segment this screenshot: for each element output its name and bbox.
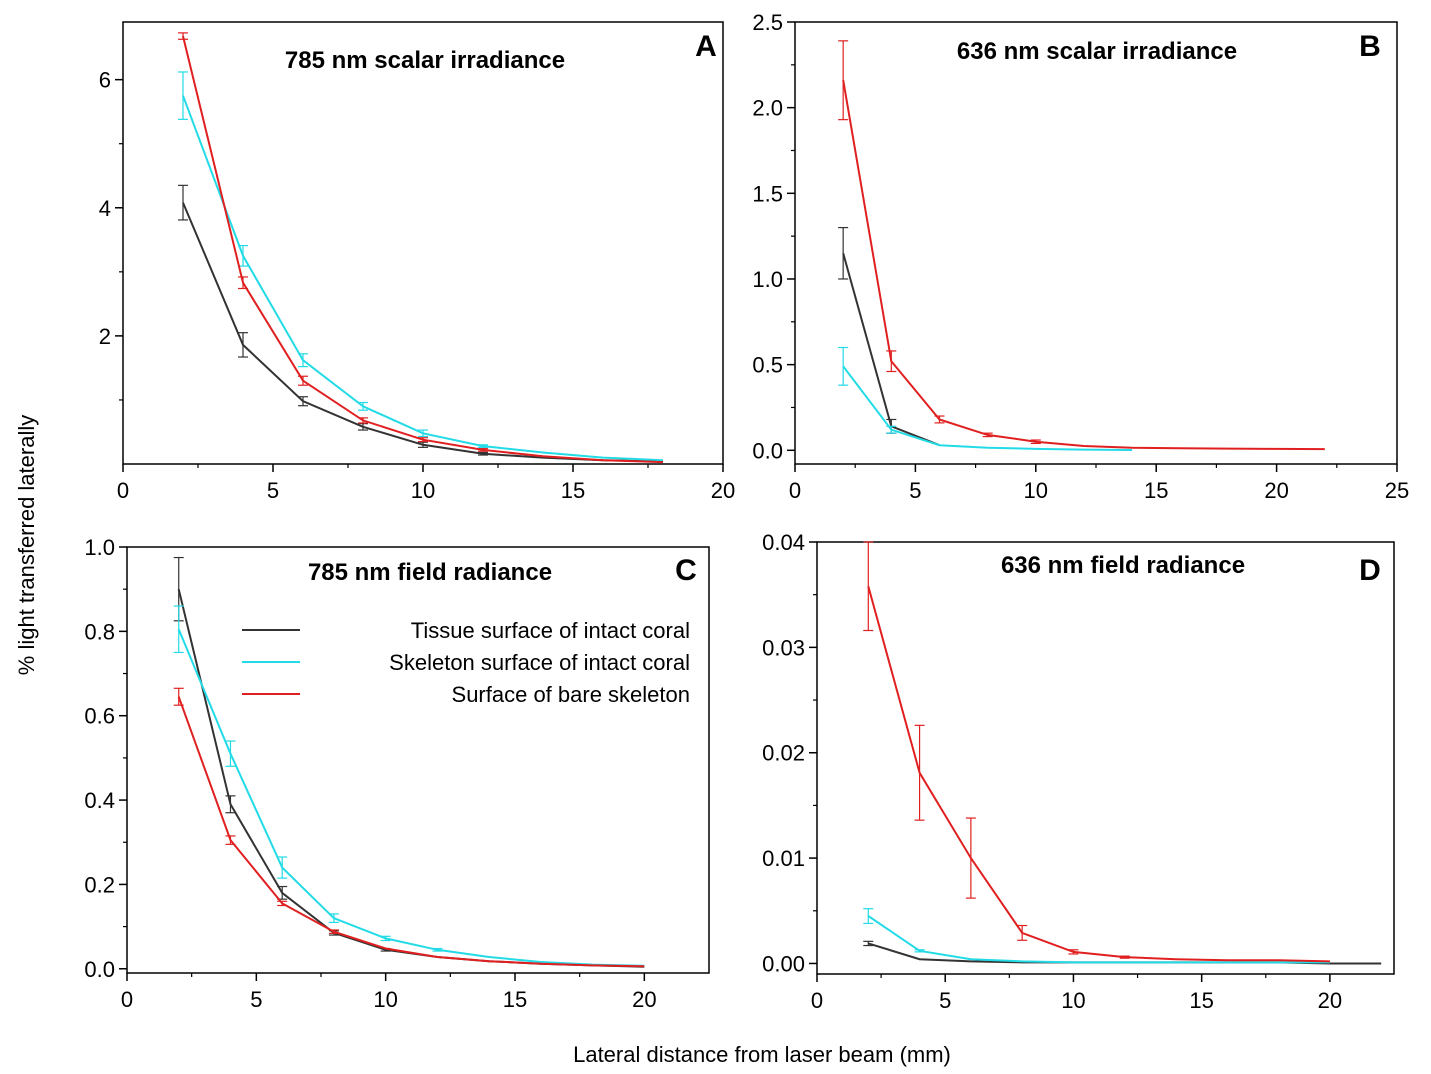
x-tick-label: 15 xyxy=(1144,478,1168,503)
y-tick-label: 1.0 xyxy=(752,267,783,292)
series-line-bare xyxy=(177,696,645,968)
y-tick-label: 1.5 xyxy=(752,181,783,206)
panel-b: 0 5 10 15 20 25 0.0 0.5 1.0 1.5 2.0 2.5 636 nm scala… xyxy=(752,10,1409,503)
x-tick-label: 15 xyxy=(503,987,527,1012)
panel-title-a: 785 nm scalar irradiance xyxy=(285,47,565,74)
series-line-skeleton-intact xyxy=(182,95,664,462)
panel-title-d: 636 nm field radiance xyxy=(1001,552,1245,579)
series-line-tissue xyxy=(842,253,940,447)
x-tick-label: 5 xyxy=(267,478,279,503)
series-line-bare xyxy=(867,586,1330,963)
x-axis-title: Lateral distance from laser beam (mm) xyxy=(573,1042,951,1067)
y-tick-label: 0.0 xyxy=(752,438,783,463)
x-tick-label: 0 xyxy=(117,478,129,503)
panel-a: 0 5 10 15 20 2 4 6 785 nm scalar irradiance A xyxy=(99,21,735,503)
y-axis-title: % light transferred laterally xyxy=(14,415,39,675)
panel-title-b: 636 nm scalar irradiance xyxy=(957,38,1237,65)
panel-letter-d: D xyxy=(1359,554,1381,587)
x-tick-label: 25 xyxy=(1385,478,1409,503)
y-tick-label: 4 xyxy=(99,196,111,221)
panel-letter-b: B xyxy=(1359,30,1381,63)
x-tick-label: 5 xyxy=(909,478,921,503)
y-tick-label: 0.8 xyxy=(84,619,115,644)
x-tick-label: 5 xyxy=(939,988,951,1013)
y-tick-label: 1.0 xyxy=(84,535,115,560)
plot-frame-d xyxy=(816,541,1395,975)
x-tick-label: 0 xyxy=(121,987,133,1012)
y-tick-label: 0.6 xyxy=(84,704,115,729)
legend-label-tissue: Tissue surface of intact coral xyxy=(411,618,690,643)
y-tick-label: 0.4 xyxy=(84,788,115,813)
y-tick-label: 2.0 xyxy=(752,96,783,121)
x-tick-label: 10 xyxy=(373,987,397,1012)
x-tick-label: 10 xyxy=(1061,988,1085,1013)
legend: Tissue surface of intact coral Skeleton … xyxy=(242,618,690,707)
x-tick-label: 20 xyxy=(711,478,735,503)
series-line-skeleton-intact xyxy=(867,915,1330,964)
y-tick-label: 0.2 xyxy=(84,872,115,897)
y-tick-label: 2 xyxy=(99,324,111,349)
x-tick-label: 0 xyxy=(811,988,823,1013)
series-line-skeleton-intact xyxy=(177,628,645,967)
panel-letter-c: C xyxy=(675,554,697,587)
series-line-tissue xyxy=(182,202,664,463)
series-line-bare xyxy=(182,35,664,464)
panel-d: 0 5 10 15 20 0.00 0.01 0.02 0.03 0.04 636 nm field… xyxy=(762,530,1395,1013)
y-tick-label: 0.00 xyxy=(762,951,805,976)
y-tick-label: 0.0 xyxy=(84,957,115,982)
y-tick-label: 0.04 xyxy=(762,530,805,555)
plot-frame-b xyxy=(794,21,1398,465)
panel-letter-a: A xyxy=(695,30,717,63)
x-tick-label: 5 xyxy=(250,987,262,1012)
y-tick-label: 0.01 xyxy=(762,846,805,871)
x-tick-label: 10 xyxy=(411,478,435,503)
y-tick-label: 0.02 xyxy=(762,741,805,766)
series-line-bare xyxy=(842,80,1325,451)
x-tick-label: 20 xyxy=(1264,478,1288,503)
x-tick-label: 10 xyxy=(1024,478,1048,503)
y-tick-label: 6 xyxy=(99,68,111,93)
x-tick-label: 20 xyxy=(632,987,656,1012)
x-tick-label: 15 xyxy=(561,478,585,503)
panel-c: 0 5 10 15 20 0.0 0.2 0.4 0.6 0.8 1.0 785 nm field r… xyxy=(84,535,710,1012)
series-line-tissue xyxy=(177,588,645,968)
panel-title-c: 785 nm field radiance xyxy=(308,559,552,586)
plot-frame-c xyxy=(126,546,710,974)
plot-frame-a xyxy=(122,21,724,465)
x-tick-label: 15 xyxy=(1189,988,1213,1013)
y-tick-label: 2.5 xyxy=(752,10,783,35)
y-tick-label: 0.03 xyxy=(762,635,805,660)
legend-label-skeleton-intact: Skeleton surface of intact coral xyxy=(389,650,690,675)
x-tick-label: 20 xyxy=(1318,988,1342,1013)
x-tick-label: 0 xyxy=(789,478,801,503)
y-tick-label: 0.5 xyxy=(752,353,783,378)
legend-label-bare: Surface of bare skeleton xyxy=(452,682,690,707)
